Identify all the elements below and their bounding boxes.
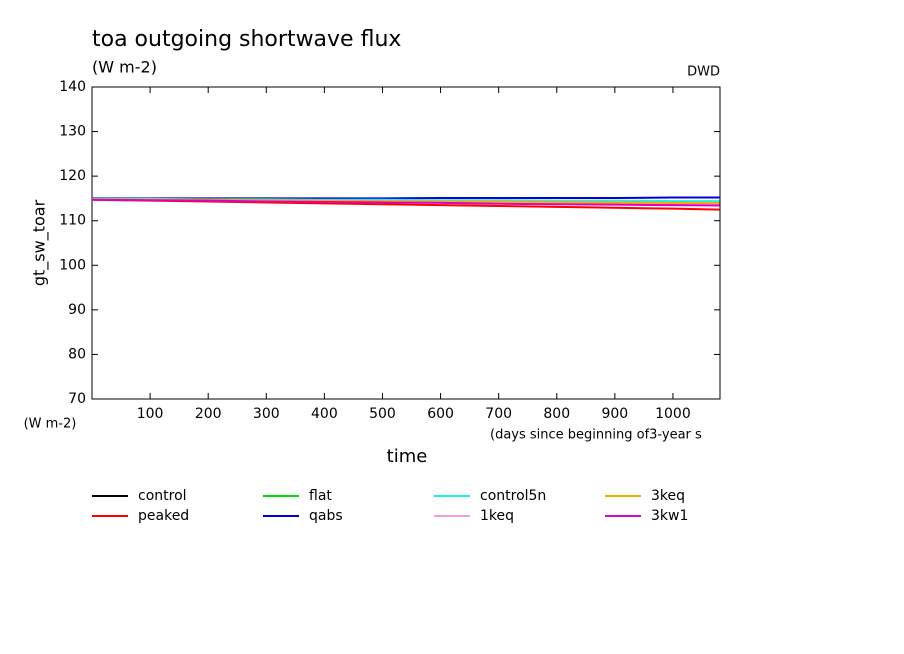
legend-label: flat <box>309 488 332 504</box>
x-axis-label: time <box>387 446 428 467</box>
legend-label: 3keq <box>651 488 685 504</box>
x-tick-label: 400 <box>311 406 338 422</box>
x-tick-label: 900 <box>601 406 628 422</box>
series-line <box>91 198 720 207</box>
x-tick-label: 1000 <box>655 406 691 422</box>
y-tick-label: 120 <box>59 168 86 184</box>
legend-label: control <box>138 488 187 504</box>
source-label: DWD <box>687 65 720 80</box>
legend-label: qabs <box>309 508 343 524</box>
y-tick-label: 100 <box>59 257 86 273</box>
legend-label: 3kw1 <box>651 508 688 524</box>
x-tick-label: 200 <box>195 406 222 422</box>
y-tick-label: 130 <box>59 124 86 140</box>
x-tick-label: 800 <box>543 406 570 422</box>
plot-frame <box>91 86 721 400</box>
y-axis-unit: (W m-2) <box>24 417 77 432</box>
x-tick-label: 700 <box>485 406 512 422</box>
y-tick-label: 140 <box>59 79 86 95</box>
y-tick-label: 90 <box>68 302 86 318</box>
chart-title: toa outgoing shortwave flux <box>92 27 401 52</box>
x-tick-label: 300 <box>253 406 280 422</box>
y-tick-label: 70 <box>68 391 86 407</box>
x-tick-label: 500 <box>369 406 396 422</box>
y-tick-label: 110 <box>59 213 86 229</box>
x-tick-label: 600 <box>427 406 454 422</box>
x-axis-unit: (days since beginning of3-year s <box>490 428 702 443</box>
y-axis-label: gt_sw_toar <box>30 199 50 286</box>
legend-label: control5n <box>480 488 546 504</box>
y-tick-label: 80 <box>68 346 86 362</box>
x-tick-label: 100 <box>137 406 164 422</box>
legend-label: peaked <box>138 508 189 524</box>
chart-subtitle: (W m-2) <box>92 58 157 77</box>
legend-label: 1keq <box>480 508 514 524</box>
